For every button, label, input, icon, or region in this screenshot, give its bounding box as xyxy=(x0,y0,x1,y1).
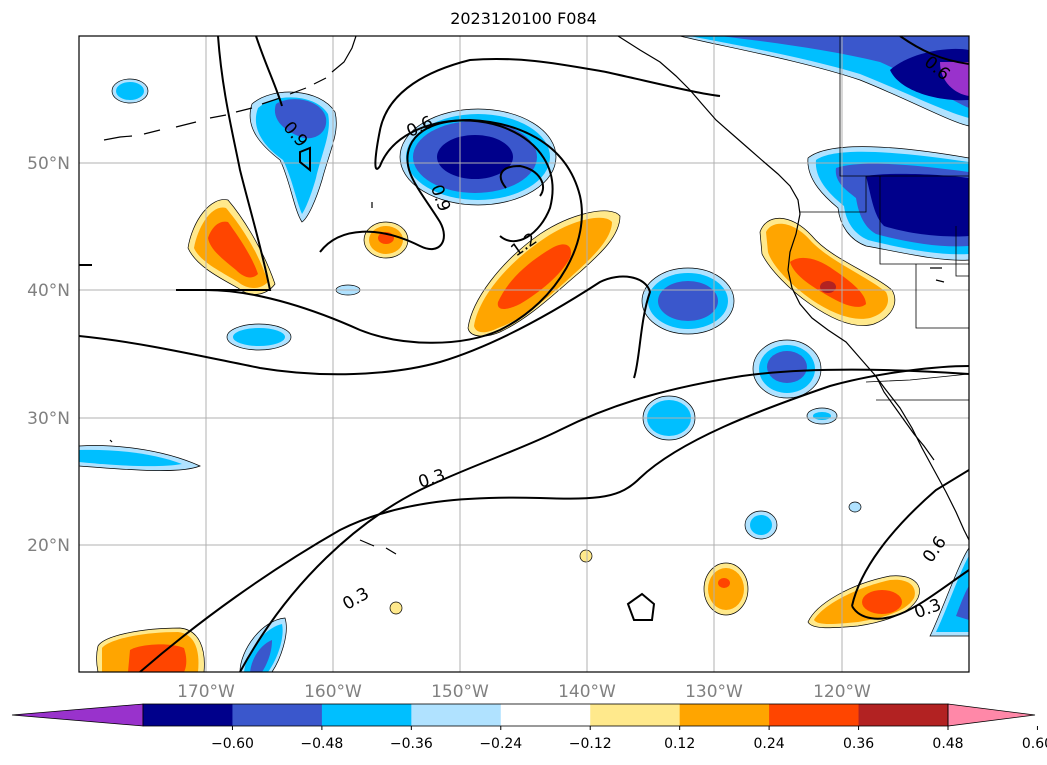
colorbar-swatch xyxy=(679,704,770,726)
lon-tick-label: 120°W xyxy=(813,682,871,702)
colorbar-tick-label: 0.36 xyxy=(843,736,874,752)
lon-tick-label: 150°W xyxy=(431,682,489,702)
colorbar-swatch xyxy=(769,704,860,726)
colorbar-swatch xyxy=(858,704,949,726)
political-borders xyxy=(800,36,969,401)
lon-tick-label: 140°W xyxy=(558,682,616,702)
colorbar-tick-label: 0.24 xyxy=(754,736,785,752)
lat-tick-label: 40°N xyxy=(27,281,70,301)
colorbar-swatch xyxy=(143,704,233,726)
colorbar: −0.60 −0.48 −0.36 −0.24 −0.12 0.12 0.24 0.36 0.4… xyxy=(11,703,1047,752)
latitude-labels: 50°N 40°N 30°N 20°N xyxy=(27,154,70,556)
colorbar-tick-label: −0.48 xyxy=(300,736,343,752)
colorbar-swatch xyxy=(500,704,591,726)
lon-tick-label: 130°W xyxy=(685,682,743,702)
coastlines xyxy=(103,36,969,621)
colorbar-swatch xyxy=(590,704,681,726)
colorbar-swatch xyxy=(232,704,323,726)
colorbar-tick-label: −0.36 xyxy=(390,736,433,752)
shade-blob xyxy=(579,549,593,563)
positive-anomaly-field xyxy=(96,199,920,672)
lon-tick-label: 170°W xyxy=(177,682,235,702)
shade-blob xyxy=(389,601,403,615)
lat-tick-label: 50°N xyxy=(27,154,70,174)
colorbar-tick-label: −0.12 xyxy=(569,736,612,752)
colorbar-swatch xyxy=(321,704,412,726)
gridlines xyxy=(79,36,969,672)
colorbar-tick-label: −0.60 xyxy=(211,736,254,752)
negative-anomaly-field xyxy=(79,36,969,672)
longitude-labels: 170°W 160°W 150°W 140°W 130°W 120°W xyxy=(177,682,871,702)
colorbar-tick-label: 0.48 xyxy=(932,736,963,752)
contour-lines xyxy=(79,36,969,672)
lon-tick-label: 160°W xyxy=(304,682,362,702)
lat-tick-label: 30°N xyxy=(27,409,70,429)
colorbar-tick-label: −0.24 xyxy=(479,736,522,752)
shade-blob xyxy=(848,501,862,513)
map-frame xyxy=(78,35,970,673)
map-title: 2023120100 F084 xyxy=(450,9,597,28)
colorbar-tick-label: 0.12 xyxy=(664,736,695,752)
colorbar-extend-low xyxy=(11,703,144,727)
lat-tick-label: 20°N xyxy=(27,536,70,556)
colorbar-extend-high xyxy=(947,703,1036,727)
colorbar-swatch xyxy=(411,704,502,726)
colorbar-tick-label: 0.60 xyxy=(1022,736,1047,752)
